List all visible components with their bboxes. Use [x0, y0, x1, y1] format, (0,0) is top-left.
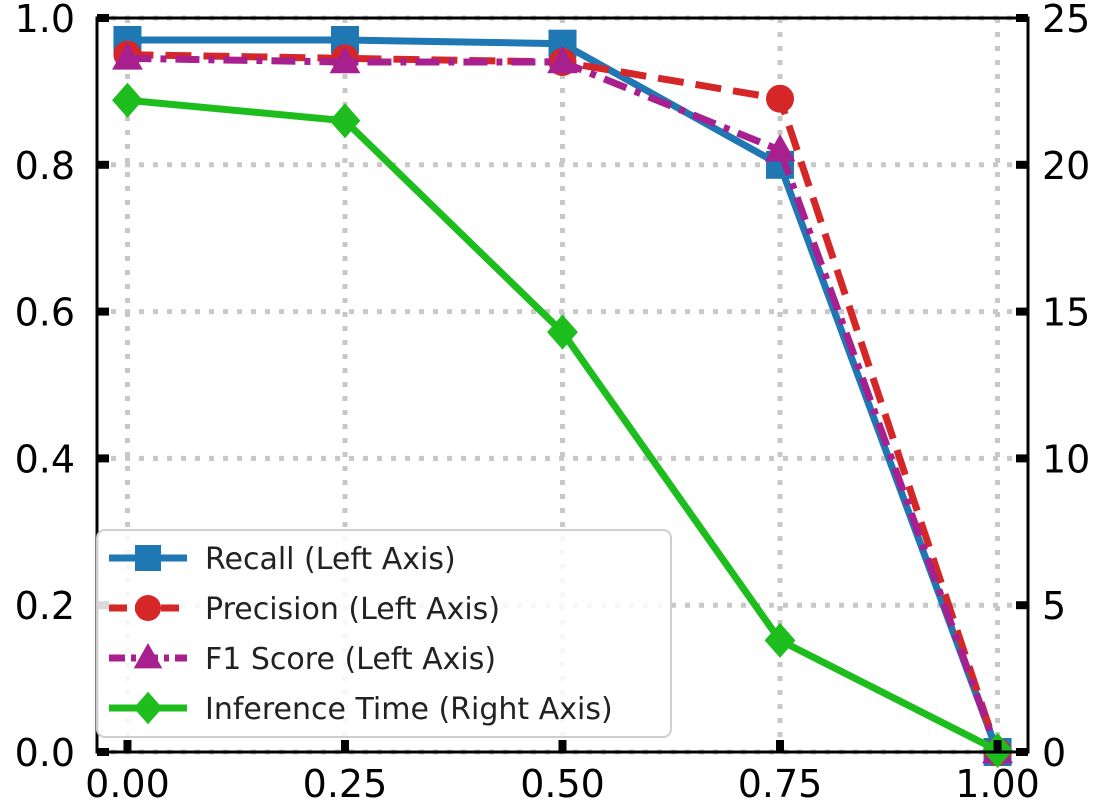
- legend-marker: [133, 691, 163, 725]
- x-tick-label: 0.50: [520, 762, 605, 806]
- y-tick-label-right: 10: [1042, 437, 1090, 481]
- x-tick-label: 1.00: [955, 762, 1040, 806]
- legend-label: Precision (Left Axis): [205, 592, 500, 627]
- y-tick-label-left: 0.0: [15, 731, 75, 775]
- y-tick-label-left: 1.0: [15, 0, 75, 41]
- y-tick-label-left: 0.8: [15, 144, 75, 188]
- x-tick-label: 0.00: [85, 762, 170, 806]
- data-point: [547, 314, 578, 350]
- y-tick-label-right: 15: [1042, 291, 1090, 335]
- legend-marker: [135, 545, 161, 571]
- data-point: [329, 103, 361, 139]
- x-tick-label: 0.25: [303, 762, 388, 806]
- y-tick-label-right: 0: [1042, 731, 1066, 775]
- legend: Recall (Left Axis) Precision (Left Axis) F…: [96, 529, 672, 738]
- legend-label: F1 Score (Left Axis): [205, 642, 496, 677]
- legend-marker: [133, 643, 163, 669]
- legend-item: Recall (Left Axis): [109, 542, 456, 577]
- legend-label: Recall (Left Axis): [205, 542, 456, 577]
- series-4: [112, 82, 1013, 769]
- x-tick-label: 0.75: [738, 762, 823, 806]
- legend-item: F1 Score (Left Axis): [109, 642, 496, 677]
- data-point: [547, 45, 578, 74]
- series-layer: [112, 26, 1013, 769]
- data-point: [764, 622, 796, 658]
- y-tick-label-right: 5: [1042, 584, 1066, 628]
- data-point: [764, 134, 796, 162]
- y-tick-label-left: 0.2: [15, 584, 75, 628]
- y-tick-label-right: 20: [1042, 144, 1090, 188]
- y-tick-label-right: 25: [1042, 0, 1090, 41]
- data-point: [329, 45, 361, 74]
- data-point: [112, 42, 143, 70]
- legend-item: Inference Time (Right Axis): [109, 691, 613, 727]
- legend-item: Precision (Left Axis): [109, 592, 500, 627]
- axis-ticks: 0.00 0.25 0.50 0.75 1.000.00.20.40.60.81.005…: [15, 0, 1091, 806]
- legend-box: [96, 529, 672, 738]
- legend-marker: [135, 595, 161, 621]
- data-point: [112, 82, 143, 118]
- data-point: [766, 84, 795, 113]
- y-tick-label-left: 0.6: [15, 291, 75, 335]
- y-tick-label-left: 0.4: [15, 437, 75, 481]
- legend-label: Inference Time (Right Axis): [205, 692, 613, 727]
